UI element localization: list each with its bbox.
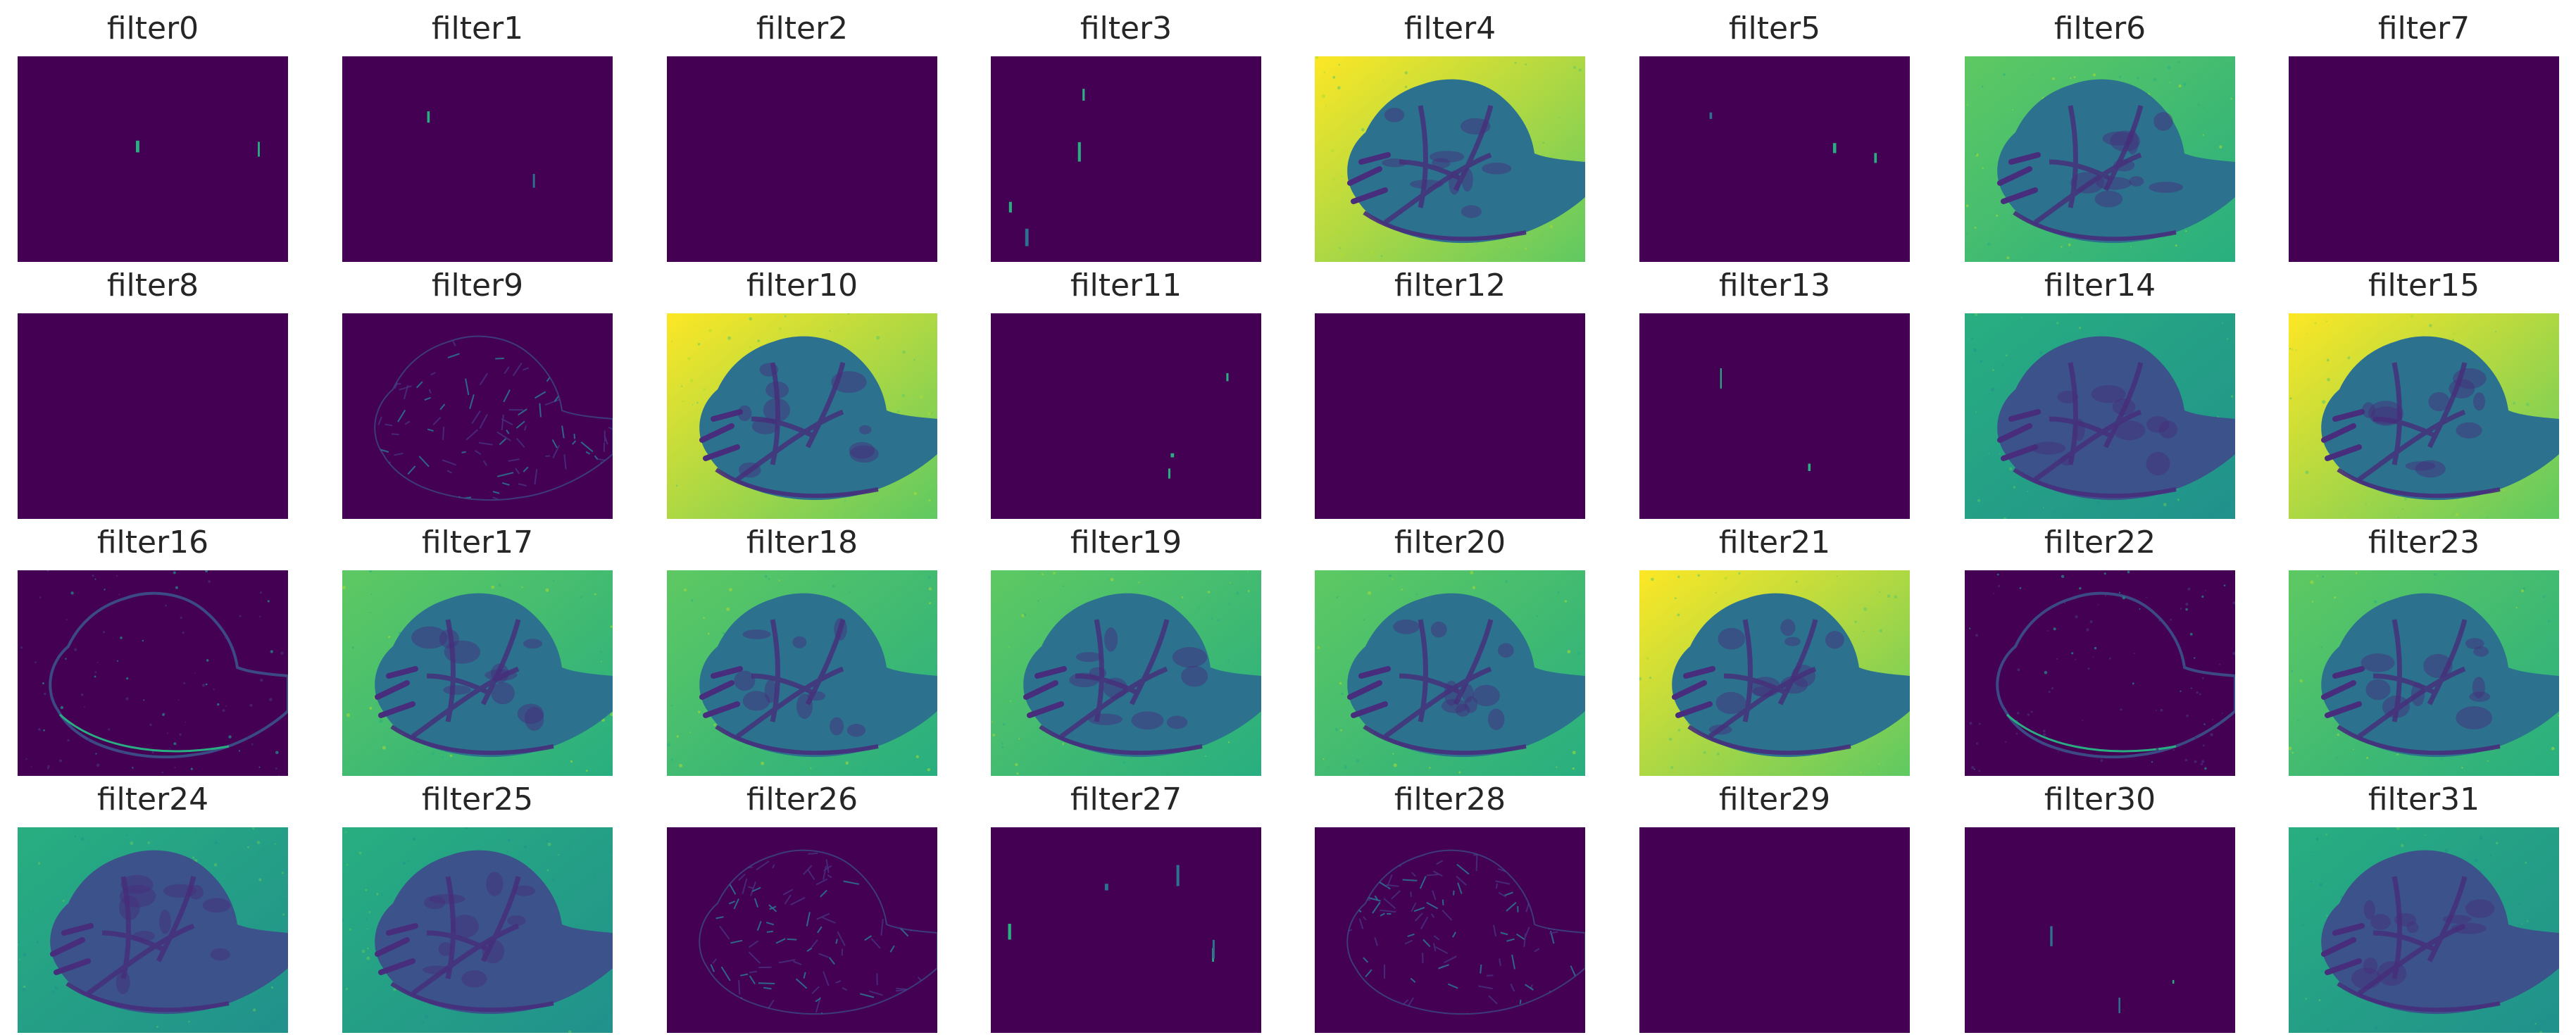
feature-map-image — [991, 570, 1261, 776]
feature-map-panel: filter3 — [991, 7, 1261, 262]
feature-map-image — [1965, 313, 2235, 519]
feature-map-panel: filter31 — [2289, 778, 2559, 1033]
panel-title: filter1 — [431, 11, 524, 46]
feature-map-panel: filter14 — [1965, 264, 2235, 519]
feature-map-panel: filter13 — [1639, 264, 1910, 519]
panel-title: filter30 — [2044, 782, 2156, 817]
feature-map-panel: filter8 — [18, 264, 288, 519]
feature-map-image — [991, 827, 1261, 1033]
feature-map-panel: filter22 — [1965, 521, 2235, 776]
feature-map-image — [18, 56, 288, 262]
feature-map-image — [991, 313, 1261, 519]
panel-title: filter8 — [106, 268, 199, 303]
feature-map-panel: filter7 — [2289, 7, 2559, 262]
feature-map-panel: filter1 — [342, 7, 613, 262]
panel-title: filter9 — [431, 268, 524, 303]
feature-map-image — [342, 56, 613, 262]
panel-title: filter5 — [1728, 11, 1821, 46]
feature-map-panel: filter20 — [1315, 521, 1585, 776]
feature-map-image — [2289, 313, 2559, 519]
feature-map-panel: filter23 — [2289, 521, 2559, 776]
panel-title: filter0 — [106, 11, 199, 46]
feature-map-panel: filter27 — [991, 778, 1261, 1033]
panel-title: filter11 — [1070, 268, 1182, 303]
feature-map-image — [1315, 56, 1585, 262]
feature-map-image — [2289, 827, 2559, 1033]
feature-map-image — [1965, 827, 2235, 1033]
feature-map-image — [18, 827, 288, 1033]
feature-map-image — [991, 56, 1261, 262]
panel-title: filter29 — [1718, 782, 1831, 817]
feature-map-panel: filter21 — [1639, 521, 1910, 776]
feature-map-panel: filter5 — [1639, 7, 1910, 262]
feature-map-image — [342, 827, 613, 1033]
feature-map-image — [1315, 827, 1585, 1033]
feature-map-image — [667, 56, 937, 262]
feature-map-panel: filter11 — [991, 264, 1261, 519]
feature-map-panel: filter0 — [18, 7, 288, 262]
feature-map-image — [2289, 570, 2559, 776]
panel-title: filter4 — [1403, 11, 1496, 46]
panel-title: filter6 — [2053, 11, 2146, 46]
panel-title: filter31 — [2368, 782, 2480, 817]
feature-map-panel: filter15 — [2289, 264, 2559, 519]
panel-title: filter10 — [746, 268, 858, 303]
panel-title: filter28 — [1394, 782, 1506, 817]
panel-title: filter21 — [1718, 525, 1831, 560]
panel-title: filter16 — [96, 525, 209, 560]
feature-map-image — [18, 313, 288, 519]
feature-map-image — [1315, 313, 1585, 519]
panel-title: filter22 — [2044, 525, 2156, 560]
feature-map-panel: filter12 — [1315, 264, 1585, 519]
panel-title: filter19 — [1070, 525, 1182, 560]
feature-map-panel: filter24 — [18, 778, 288, 1033]
feature-map-image — [1965, 56, 2235, 262]
panel-title: filter25 — [421, 782, 534, 817]
feature-map-image — [1965, 570, 2235, 776]
feature-map-image — [667, 313, 937, 519]
feature-map-image — [1315, 570, 1585, 776]
panel-title: filter15 — [2368, 268, 2480, 303]
panel-title: filter27 — [1070, 782, 1182, 817]
panel-title: filter12 — [1394, 268, 1506, 303]
feature-map-image — [1639, 570, 1910, 776]
feature-map-panel: filter10 — [667, 264, 937, 519]
feature-map-panel: filter29 — [1639, 778, 1910, 1033]
panel-title: filter14 — [2044, 268, 2156, 303]
panel-title: filter2 — [756, 11, 849, 46]
feature-map-panel: filter16 — [18, 521, 288, 776]
panel-title: filter20 — [1394, 525, 1506, 560]
feature-map-image — [667, 570, 937, 776]
feature-map-panel: filter6 — [1965, 7, 2235, 262]
panel-title: filter18 — [746, 525, 858, 560]
panel-title: filter26 — [746, 782, 858, 817]
feature-map-image — [667, 827, 937, 1033]
feature-map-image — [2289, 56, 2559, 262]
panel-title: filter13 — [1718, 268, 1831, 303]
feature-map-panel: filter26 — [667, 778, 937, 1033]
panel-title: filter23 — [2368, 525, 2480, 560]
feature-map-image — [1639, 313, 1910, 519]
feature-map-image — [342, 570, 613, 776]
feature-map-image — [342, 313, 613, 519]
panel-title: filter17 — [421, 525, 534, 560]
feature-map-panel: filter28 — [1315, 778, 1585, 1033]
feature-map-panel: filter9 — [342, 264, 613, 519]
feature-map-image — [18, 570, 288, 776]
feature-map-panel: filter4 — [1315, 7, 1585, 262]
feature-map-panel: filter17 — [342, 521, 613, 776]
panel-title: filter7 — [2377, 11, 2470, 46]
feature-map-panel: filter18 — [667, 521, 937, 776]
feature-map-panel: filter19 — [991, 521, 1261, 776]
feature-map-panel: filter2 — [667, 7, 937, 262]
panel-title: filter3 — [1080, 11, 1173, 46]
feature-map-panel: filter30 — [1965, 778, 2235, 1033]
feature-map-panel: filter25 — [342, 778, 613, 1033]
panel-title: filter24 — [96, 782, 209, 817]
feature-map-image — [1639, 56, 1910, 262]
feature-map-image — [1639, 827, 1910, 1033]
